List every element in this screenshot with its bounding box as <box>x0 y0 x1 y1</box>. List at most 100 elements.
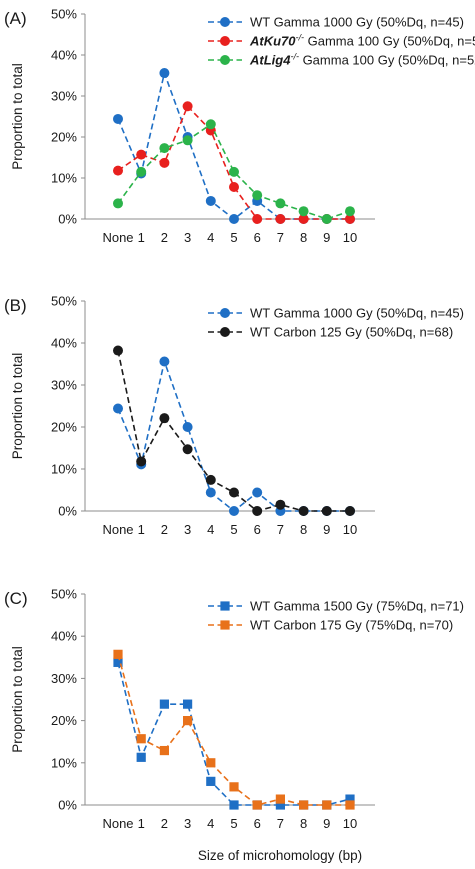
y-tick-label: 20% <box>51 713 77 728</box>
x-tick-label: 8 <box>300 816 307 831</box>
data-point <box>159 143 170 154</box>
x-tick-label: 9 <box>323 230 330 245</box>
x-tick-label: 10 <box>343 230 357 245</box>
x-tick-label: 6 <box>254 522 261 537</box>
y-tick-label: 20% <box>51 130 77 145</box>
data-point <box>252 487 263 498</box>
data-point <box>136 149 147 160</box>
legend-marker <box>220 17 230 27</box>
panel-label: (A) <box>4 9 27 28</box>
data-point <box>229 782 239 792</box>
x-tick-label: 1 <box>138 522 145 537</box>
legend-marker <box>220 327 230 337</box>
legend-label: AtLig4-/- Gamma 100 Gy (50%Dq, n=52) <box>249 52 475 68</box>
x-tick-label: 9 <box>323 522 330 537</box>
data-point <box>298 206 309 217</box>
legend-marker <box>220 36 230 46</box>
data-point <box>229 506 239 516</box>
panel-label: (B) <box>4 296 27 315</box>
data-point <box>159 699 169 709</box>
legend-label: WT Carbon 175 Gy (75%Dq, n=70) <box>250 618 453 633</box>
x-tick-label: 7 <box>277 522 284 537</box>
y-axis-title: Proportion to total <box>10 353 25 460</box>
x-tick-label: 2 <box>161 522 168 537</box>
data-point <box>252 800 262 810</box>
legend-marker <box>220 308 230 318</box>
data-point <box>136 166 147 177</box>
x-tick-label: 7 <box>277 816 284 831</box>
chart-panel-2: (B) 0% 10% 20% 30% 40% 50% None 1 2 3 4 5 6 7 8 9 10 Propo… <box>4 294 464 538</box>
data-point <box>159 68 170 79</box>
y-axis-title: Proportion to total <box>10 646 25 753</box>
legend-entry: WT Gamma 1500 Gy (75%Dq, n=71) <box>208 599 464 614</box>
x-tick-label: 2 <box>161 816 168 831</box>
series-1 <box>113 68 355 224</box>
series-line <box>117 70 350 221</box>
legend: WT Gamma 1000 Gy (50%Dq, n=45) WT Carbon … <box>208 306 464 340</box>
legend-label: AtKu70-/- Gamma 100 Gy (50%Dq, n=51) <box>249 33 475 49</box>
data-point <box>113 165 123 176</box>
data-point <box>345 206 355 217</box>
data-point <box>113 657 123 667</box>
y-tick-label: 30% <box>51 378 77 393</box>
x-tick-label: 6 <box>254 816 261 831</box>
x-tick-label: 3 <box>184 522 191 537</box>
data-point <box>182 444 193 455</box>
data-point <box>183 716 193 726</box>
data-point <box>275 794 285 804</box>
data-point <box>182 101 193 112</box>
data-point <box>159 356 170 367</box>
series-line <box>117 104 350 220</box>
y-tick-label: 10% <box>51 755 77 770</box>
data-point <box>159 745 169 756</box>
x-tick-label: 5 <box>230 816 237 831</box>
data-point <box>229 166 239 177</box>
legend-label: WT Gamma 1000 Gy (50%Dq, n=45) <box>250 15 464 30</box>
x-tick-label: 7 <box>277 230 284 245</box>
x-tick-label: 5 <box>230 230 237 245</box>
x-tick-label: 3 <box>184 816 191 831</box>
x-tick-label: 1 <box>138 816 145 831</box>
data-point <box>113 198 123 209</box>
y-tick-label: 40% <box>51 336 77 351</box>
x-tick-label: 10 <box>343 816 357 831</box>
data-point <box>298 214 309 224</box>
data-point <box>275 499 286 510</box>
data-point <box>205 119 216 130</box>
y-tick-label: 30% <box>51 671 77 686</box>
legend-label: WT Gamma 1000 Gy (50%Dq, n=45) <box>250 306 464 321</box>
data-point <box>183 699 193 709</box>
x-tick-label: 6 <box>254 230 261 245</box>
data-point <box>182 422 193 432</box>
data-point <box>229 182 239 193</box>
y-tick-label: 10% <box>51 462 77 477</box>
series-line <box>117 123 351 220</box>
data-point <box>252 190 263 201</box>
data-point <box>252 214 263 224</box>
series-2 <box>113 649 355 810</box>
data-point <box>321 214 332 224</box>
x-tick-label: 5 <box>230 522 237 537</box>
data-point <box>275 800 285 810</box>
data-point <box>345 794 355 804</box>
data-point <box>229 800 239 810</box>
legend-entry: WT Carbon 175 Gy (75%Dq, n=70) <box>208 618 453 633</box>
legend-entry: WT Gamma 1000 Gy (50%Dq, n=45) <box>208 15 464 30</box>
x-tick-label: 3 <box>184 230 191 245</box>
y-tick-label: 10% <box>51 171 77 186</box>
data-point <box>136 456 147 467</box>
data-point <box>299 800 309 810</box>
y-tick-label: 40% <box>51 48 77 63</box>
legend-entry: AtLig4-/- Gamma 100 Gy (50%Dq, n=52) <box>208 52 475 68</box>
chart-panel-1: (A) 0% 10% 20% 30% 40% 50% None 1 2 3 4 5 6 7 8 9 10 Propo… <box>4 7 475 246</box>
legend: WT Gamma 1000 Gy (50%Dq, n=45) AtKu70-/- … <box>208 15 475 68</box>
x-tick-label: 9 <box>323 816 330 831</box>
panel-label: (C) <box>4 589 28 608</box>
data-point <box>275 198 286 209</box>
data-point <box>206 776 216 786</box>
legend-marker <box>220 620 230 630</box>
x-tick-label: 8 <box>300 522 307 537</box>
data-point <box>205 487 216 498</box>
legend-label: WT Carbon 125 Gy (50%Dq, n=68) <box>250 325 453 340</box>
